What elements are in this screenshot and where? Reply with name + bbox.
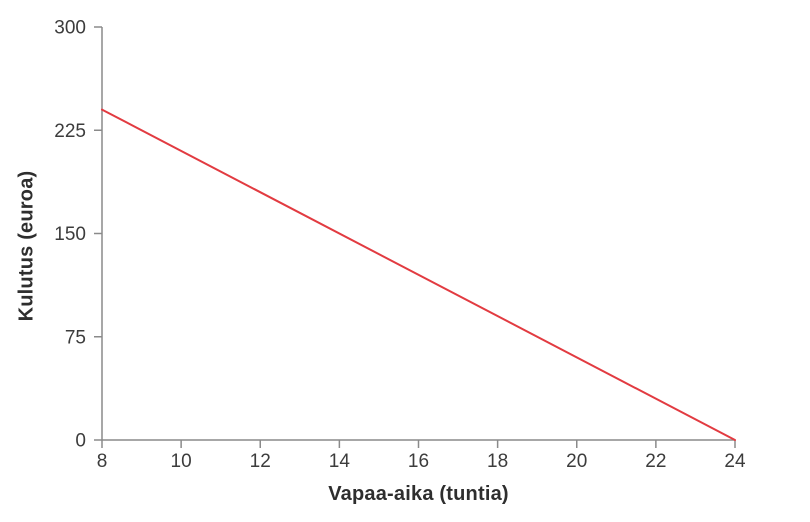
y-tick-label: 300 <box>54 18 86 39</box>
y-tick-label: 150 <box>54 224 86 245</box>
x-tick-label: 16 <box>408 451 429 472</box>
x-axis-title: Vapaa-aika (tuntia) <box>328 483 509 505</box>
budget-line <box>101 108 736 441</box>
x-tick-label: 8 <box>97 451 108 472</box>
y-tick-label: 0 <box>75 431 86 452</box>
x-tick-label: 14 <box>329 451 351 472</box>
x-tick-label: 10 <box>171 451 192 472</box>
y-axis-title: Kulutus (euroa) <box>15 170 38 322</box>
x-tick-label: 22 <box>645 451 666 472</box>
x-tick-label: 20 <box>566 451 587 472</box>
x-tick-label: 12 <box>250 451 271 472</box>
y-tick-label: 75 <box>65 327 86 348</box>
y-tick-label: 225 <box>54 121 86 142</box>
x-tick-label: 18 <box>487 451 508 472</box>
x-tick-label: 24 <box>724 451 746 472</box>
